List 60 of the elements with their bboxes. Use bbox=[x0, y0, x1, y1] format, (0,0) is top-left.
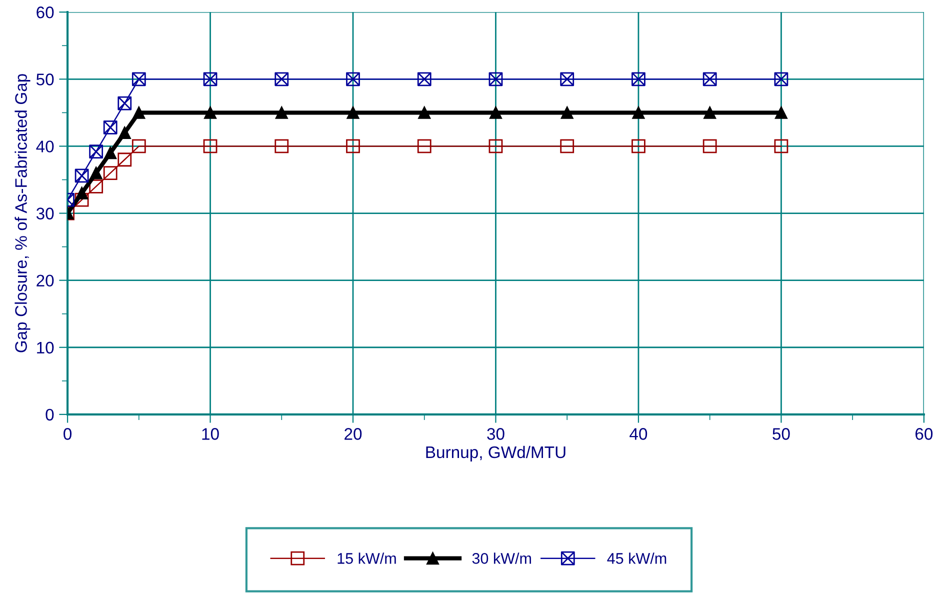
point bbox=[702, 139, 717, 154]
y-axis-title: Gap Closure, % of As-Fabricated Gap bbox=[14, 74, 30, 352]
point bbox=[489, 106, 502, 119]
point bbox=[560, 72, 574, 86]
point bbox=[132, 106, 146, 119]
legend-label: 30 kW/m bbox=[472, 552, 531, 564]
point bbox=[632, 139, 646, 154]
point bbox=[275, 106, 288, 119]
point bbox=[774, 106, 788, 119]
point bbox=[417, 139, 432, 154]
point bbox=[346, 106, 360, 119]
point bbox=[346, 139, 360, 154]
point bbox=[203, 72, 218, 86]
point bbox=[417, 72, 432, 86]
legend-label: 45 kW/m bbox=[607, 552, 666, 564]
point bbox=[90, 166, 102, 180]
point bbox=[774, 72, 788, 86]
point bbox=[132, 72, 146, 86]
point bbox=[118, 126, 131, 140]
point bbox=[103, 166, 118, 180]
point bbox=[488, 72, 503, 86]
point bbox=[76, 186, 88, 200]
point bbox=[702, 72, 717, 86]
point bbox=[704, 106, 716, 119]
point bbox=[132, 139, 146, 154]
y-tick-label: 40 bbox=[36, 140, 54, 152]
point bbox=[204, 106, 217, 119]
point bbox=[560, 106, 574, 119]
x-axis-title: Burnup, GWd/MTU bbox=[426, 446, 566, 462]
y-tick-label: 60 bbox=[36, 6, 54, 18]
x-tick-label: 60 bbox=[916, 428, 933, 440]
point bbox=[632, 72, 646, 86]
y-tick-label: 10 bbox=[37, 342, 54, 354]
legend-label: 15 kW/m bbox=[338, 552, 396, 564]
x-tick-label: 0 bbox=[64, 428, 72, 440]
point bbox=[560, 139, 574, 154]
point bbox=[118, 152, 132, 167]
point bbox=[274, 139, 289, 154]
x-tick-label: 10 bbox=[202, 428, 219, 440]
y-tick-label: 20 bbox=[36, 274, 54, 287]
point bbox=[104, 146, 117, 160]
point bbox=[418, 106, 431, 119]
point bbox=[488, 139, 503, 154]
point bbox=[74, 168, 89, 183]
x-tick-label: 40 bbox=[630, 428, 648, 440]
x-tick-label: 30 bbox=[487, 428, 504, 440]
point bbox=[118, 96, 132, 110]
point bbox=[203, 139, 218, 154]
point bbox=[774, 139, 788, 154]
point bbox=[103, 120, 118, 134]
x-tick-label: 50 bbox=[772, 428, 790, 440]
x-tick-label: 20 bbox=[344, 428, 362, 440]
y-tick-label: 50 bbox=[36, 74, 54, 86]
y-tick-label: 30 bbox=[36, 208, 54, 220]
point bbox=[274, 72, 289, 86]
point bbox=[74, 192, 89, 207]
point bbox=[632, 106, 645, 119]
point bbox=[346, 72, 360, 86]
y-tick-label: 0 bbox=[46, 408, 54, 421]
point bbox=[89, 144, 104, 159]
